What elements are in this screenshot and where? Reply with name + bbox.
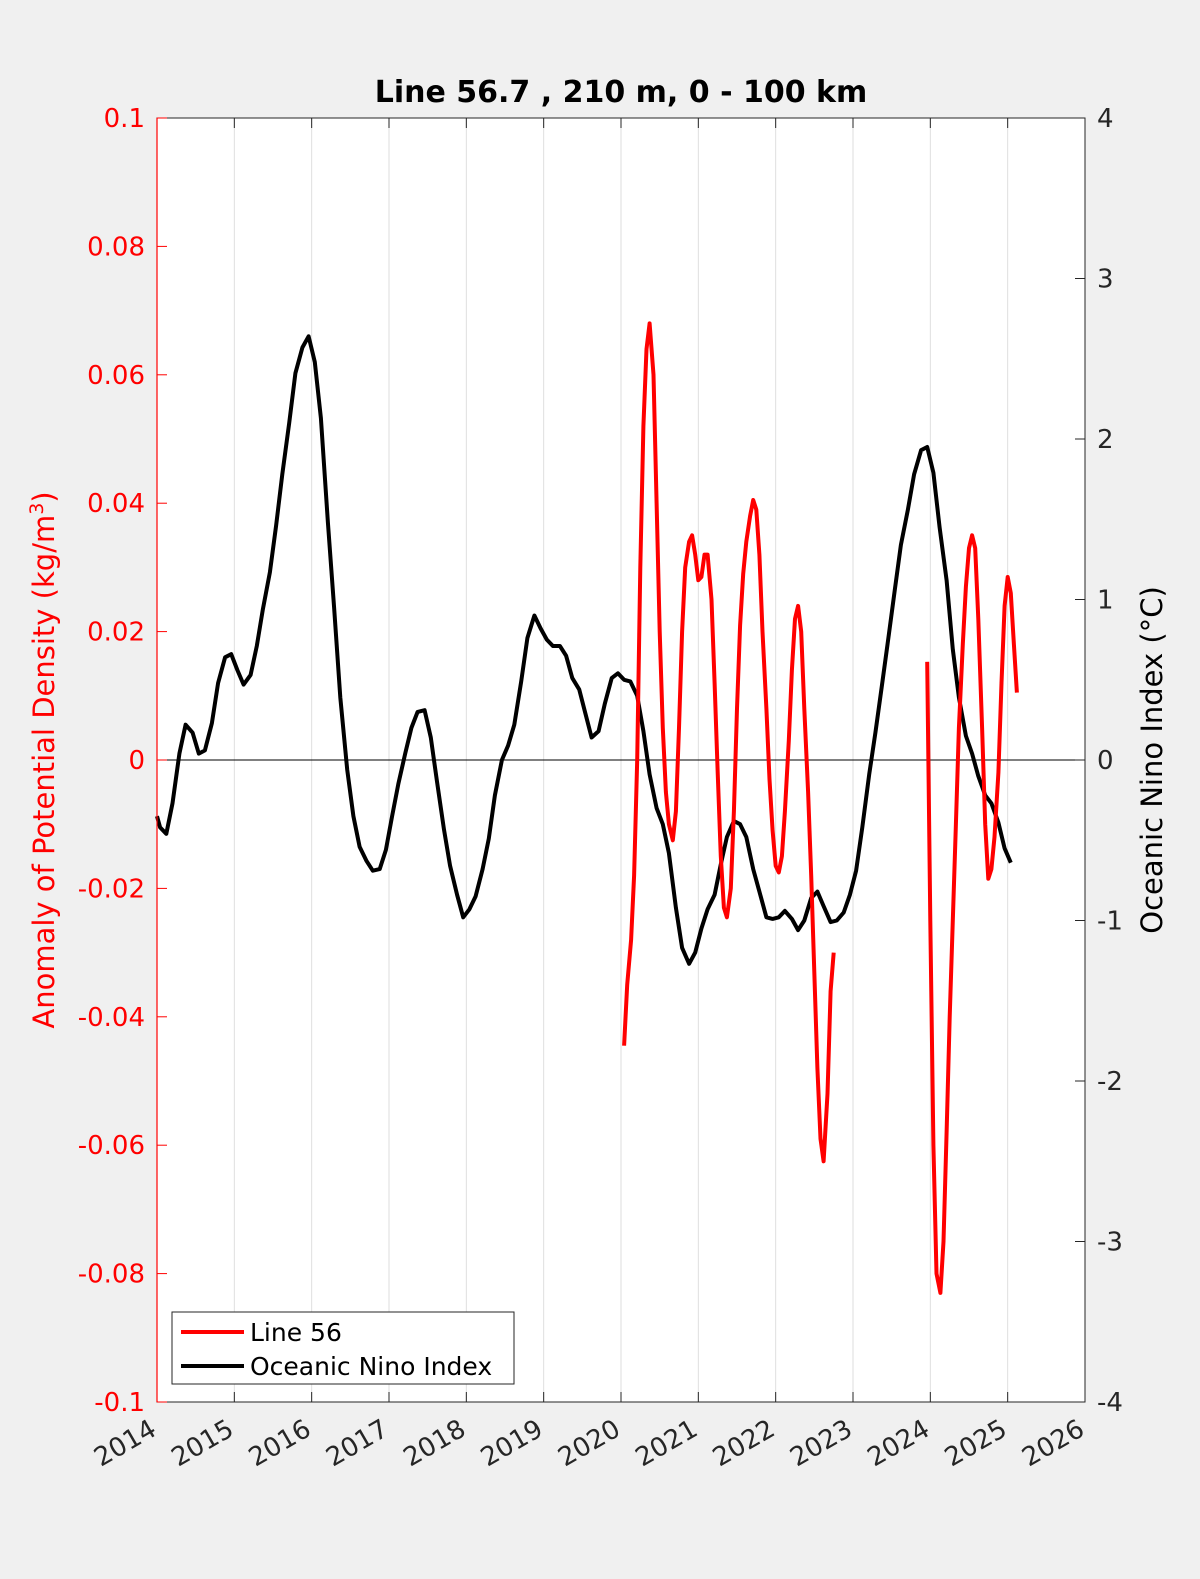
y-right-tick-label: 1 <box>1097 586 1114 616</box>
y-left-tick-label: -0.04 <box>78 1003 145 1033</box>
x-tick-label: 2014 <box>89 1414 161 1473</box>
y-right-tick-label: 0 <box>1097 746 1114 776</box>
x-tick-label: 2015 <box>167 1414 239 1473</box>
legend-label-line56: Line 56 <box>250 1318 342 1347</box>
y-right-tick-label: 4 <box>1097 104 1114 134</box>
x-tick-label: 2024 <box>863 1414 935 1473</box>
y-left-tick-label: -0.06 <box>78 1131 145 1161</box>
y-axis-right-label: Oceanic Nino Index (°C) <box>1135 586 1169 934</box>
legend-box <box>171 1311 515 1385</box>
legend: Line 56 Oceanic Nino Index <box>171 1311 515 1385</box>
x-tick-label: 2018 <box>399 1414 471 1473</box>
series-layer <box>155 321 1019 1295</box>
y-left-tick-label: 0.04 <box>87 489 145 519</box>
y-axis-left-label-main: Anomaly of Potential Density (kg/m <box>27 515 61 1029</box>
y-left-tick-label: -0.02 <box>78 874 145 904</box>
y-right-tick-label: -1 <box>1097 907 1123 937</box>
x-tick-label: 2019 <box>476 1414 548 1473</box>
x-tick-label: 2025 <box>940 1414 1012 1473</box>
y-right-tick-label: -4 <box>1097 1388 1123 1418</box>
y-left-tick-label: 0.1 <box>104 104 145 134</box>
chart-title: Line 56.7 , 210 m, 0 - 100 km <box>375 75 868 110</box>
y-left-tick-label: -0.1 <box>94 1388 145 1418</box>
x-tick-label: 2026 <box>1017 1414 1089 1473</box>
y-axis-left-label-close: ) <box>27 491 61 502</box>
legend-label-oni: Oceanic Nino Index <box>250 1352 492 1381</box>
x-tick-label: 2021 <box>631 1414 703 1473</box>
y-right-tick-label: 3 <box>1097 265 1114 295</box>
x-tick-label: 2017 <box>321 1414 393 1473</box>
x-tick-label: 2020 <box>553 1414 625 1473</box>
series-line-line56-segment-0 <box>622 321 836 1164</box>
series-line-line56-segment-1 <box>925 533 1019 1295</box>
x-tick-label: 2023 <box>785 1414 857 1473</box>
series-line-oni-segment-0 <box>155 334 1013 966</box>
y-left-tick-label: 0.08 <box>87 232 145 262</box>
y-right-tick-label: -2 <box>1097 1067 1123 1097</box>
y-axis-left-label-superscript: 3 <box>26 503 48 515</box>
y-right-tick-label: -3 <box>1097 1228 1123 1258</box>
y-left-tick-label: -0.08 <box>78 1260 145 1290</box>
y-right-tick-label: 2 <box>1097 425 1114 455</box>
x-tick-label: 2016 <box>244 1414 316 1473</box>
axes: 2014 2015 2016 2017 2018 2019 2020 2021 2022 2023… <box>78 104 1123 1473</box>
y-left-tick-label: 0.06 <box>87 361 145 391</box>
y-axis-left-label: Anomaly of Potential Density (kg/m3) <box>26 491 61 1028</box>
y-left-tick-label: 0 <box>128 746 145 776</box>
y-left-tick-label: 0.02 <box>87 618 145 648</box>
x-tick-label: 2022 <box>708 1414 780 1473</box>
